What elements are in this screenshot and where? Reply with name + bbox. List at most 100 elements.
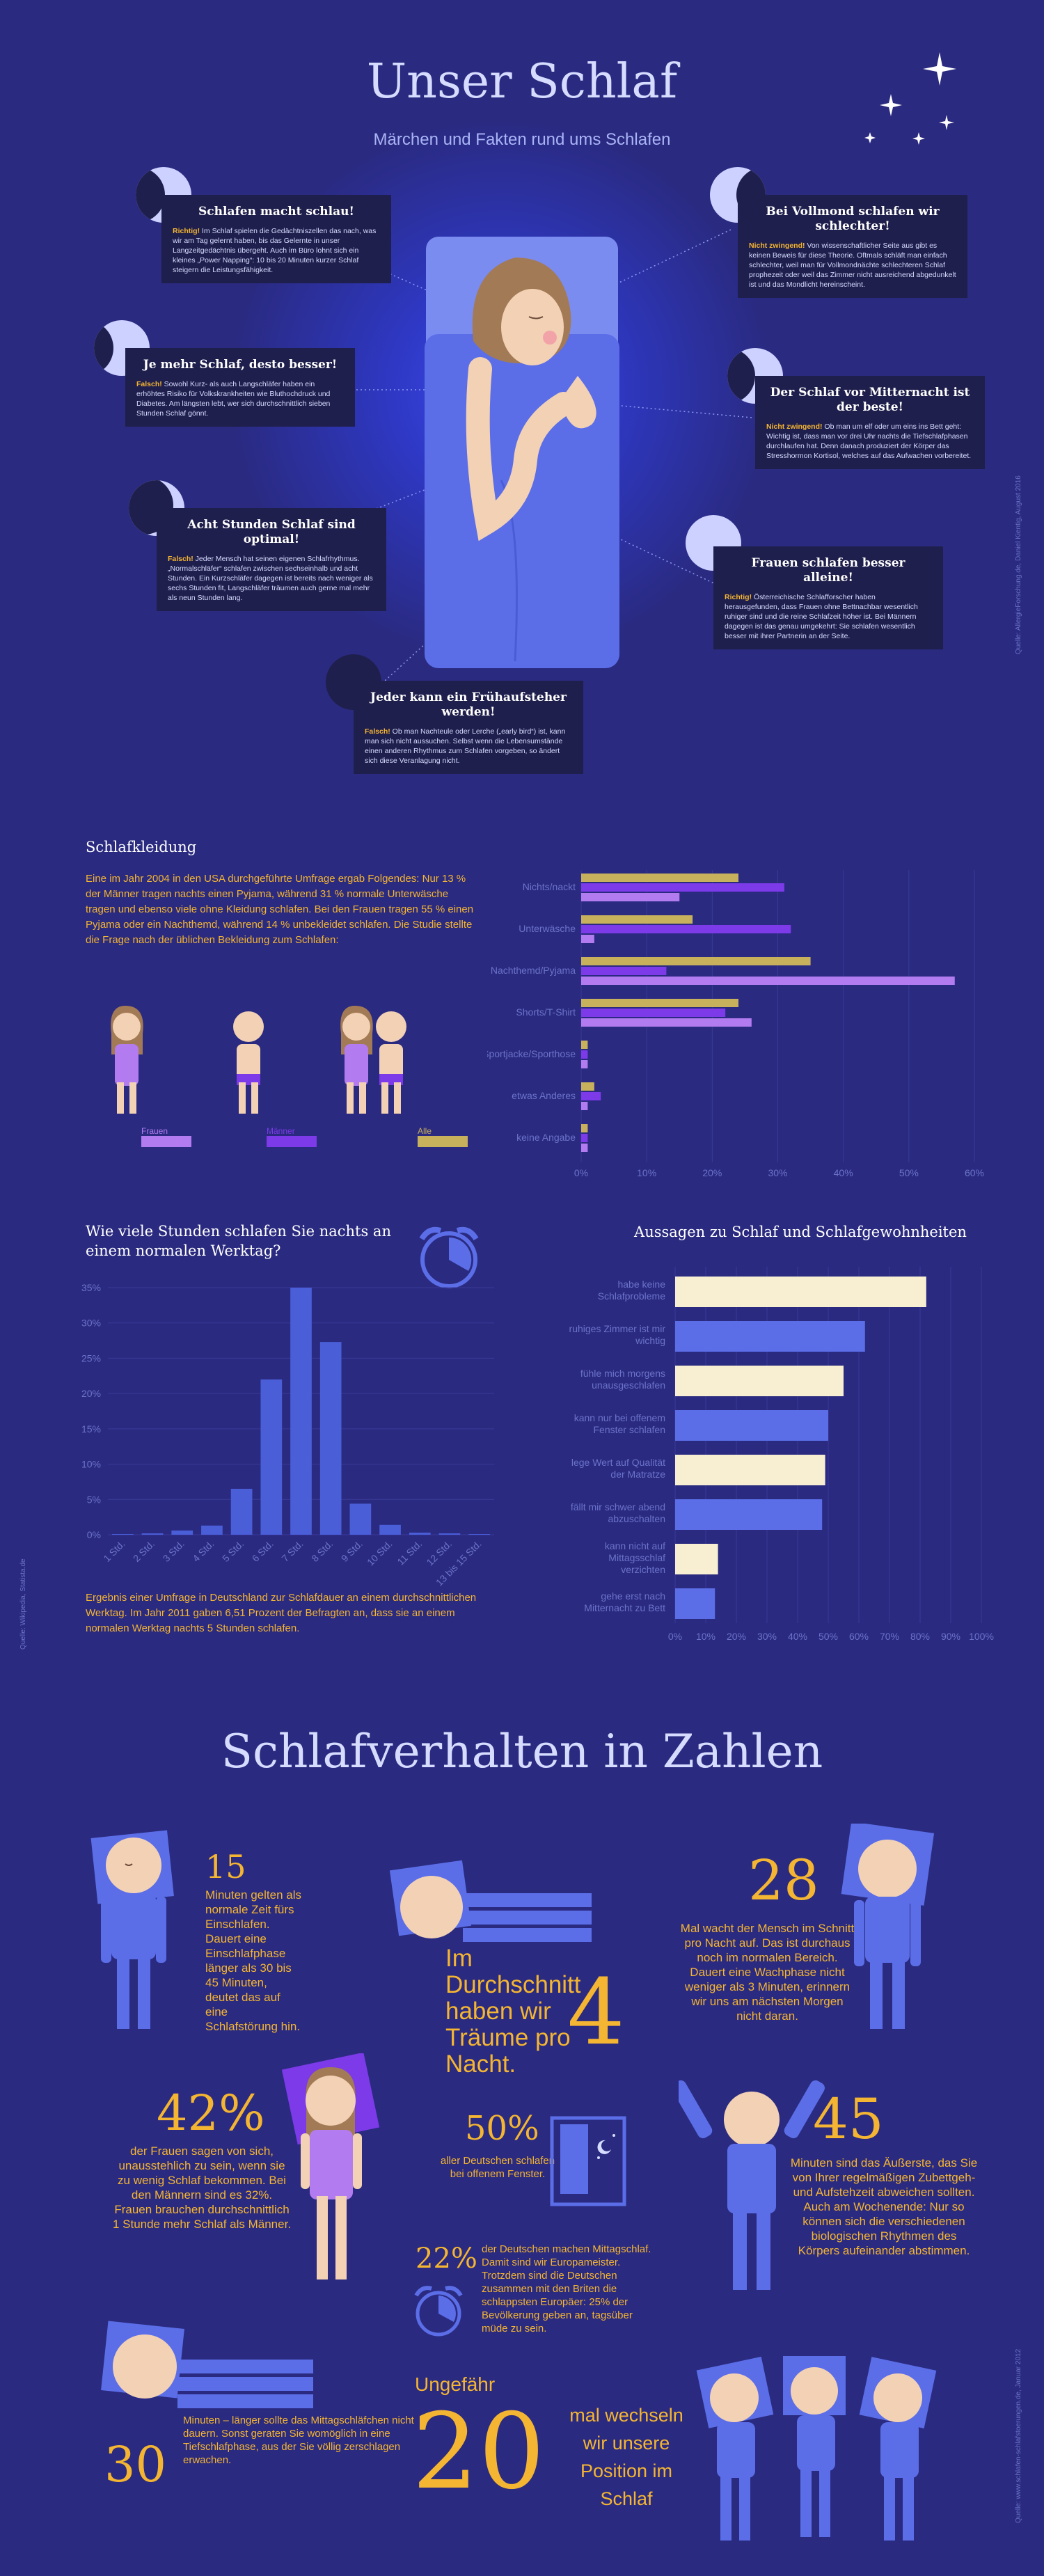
bar-alle [581,1082,594,1091]
y-tick-label: 0% [87,1529,101,1540]
x-tick-label: 8 Std. [309,1538,335,1564]
x-tick-label: 20% [702,1167,722,1178]
stat-28-number: 28 [748,1848,819,1913]
category-label: etwas Anderes [512,1090,576,1101]
category-label: kann nur bei offenem Fenster schlafen [574,1412,665,1435]
stat-45-number: 45 [813,2087,884,2151]
category-label: fällt mir schwer abend abzuschalten [571,1501,665,1524]
x-tick-label: 9 Std. [339,1538,365,1564]
x-tick-label: 7 Std. [279,1538,305,1564]
bar-männer [581,967,667,975]
category-label: kann nicht auf Mittagsschlaf verzichten [605,1540,665,1575]
stat-42-text: der Frauen sagen von sich, unausstehlich… [112,2144,292,2231]
bar-frauen [581,893,680,901]
bar [675,1366,844,1396]
stat-30-text: Minuten – länger sollte das Mittagschläf… [183,2415,414,2466]
kleidung-chart: 0% 10% 20% 30% 40% 50% 60% Nichts/nackt Unterwäs… [487,870,984,1178]
bar [349,1503,372,1535]
myth-box: Frauen schlafen besser alleine! Richtig! … [713,546,943,649]
x-tick-label: 80% [910,1631,930,1642]
page-title: Unser Schlaf [366,54,678,109]
y-tick-label: 10% [81,1459,101,1470]
bar-frauen [581,1102,588,1110]
x-tick-label: 50% [899,1167,919,1178]
x-tick-label: 1 Std. [101,1538,127,1564]
stat-42-number: 42% [157,2085,265,2142]
bar [675,1544,718,1574]
bar [675,1410,828,1441]
page-subtitle: Märchen und Fakten rund ums Schlafen [373,130,671,149]
category-label: ruhiges Zimmer ist mir wichtig [569,1323,666,1346]
y-tick-label: 5% [87,1494,101,1505]
source-note: Quelle: AllergieForschung.de, Daniel Kie… [1015,475,1022,654]
myth-box: Acht Stunden Schlaf sind optimal! Falsch!… [157,508,386,611]
x-tick-label: 60% [849,1631,869,1642]
x-tick-label: 6 Std. [250,1538,276,1564]
bar-frauen [581,977,955,985]
x-tick-label: 30% [757,1631,777,1642]
bar [260,1379,283,1535]
kleidung-text: Eine im Jahr 2004 in den USA durchgeführ… [86,873,474,946]
bar [141,1533,164,1535]
x-tick-label: 40% [834,1167,853,1178]
people-illustration [111,1006,406,1114]
aussagen-title: Aussagen zu Schlaf und Schlafgewohnheite… [634,1224,967,1240]
bar-männer [581,1134,588,1142]
x-tick-label: 10% [696,1631,715,1642]
hero-section: Unser Schlaf Märchen und Fakten rund ums… [0,0,1044,807]
x-tick-label: 4 Std. [190,1538,216,1564]
x-tick-label: 5 Std. [220,1538,246,1564]
x-tick-label: 2 Std. [131,1538,157,1564]
sleep-positions-illustration [696,2356,937,2541]
stat-20-pre: Ungefähr [415,2373,496,2395]
stat-50-number: 50% [465,2109,539,2148]
myth-box: Der Schlaf vor Mitternacht ist der beste… [755,376,985,469]
legend-item: Frauen [141,1126,191,1149]
lying-man-illustration [101,2321,313,2408]
stat-4-number: 4 [567,1959,625,2065]
bar-alle [581,1124,588,1132]
y-tick-label: 30% [81,1318,101,1329]
bar-alle [581,874,738,882]
stretching-man-illustration [679,2080,825,2290]
lying-man-illustration [389,1860,592,1942]
stat-22-number: 22% [416,2243,477,2275]
bar [438,1533,461,1535]
stat-50-text: aller Deutschen schlafen bei offenem Fen… [440,2155,555,2180]
x-tick-label: 20% [727,1631,746,1642]
category-label: Unterwäsche [519,923,576,934]
x-tick-label: 3 Std. [161,1538,187,1564]
stat-20-number: 20 [412,2392,545,2513]
bar [468,1533,490,1535]
stat-22-text: der Deutschen machen Mittagschlaf. Damit… [482,2243,651,2334]
stat-15-text: Minuten gelten als normale Zeit fürs Ein… [205,1888,301,2033]
stunden-chart: 0% 5% 10% 15% 20% 25% 30% 35% 1 Std. 2 Std. 3 Std.… [81,1282,494,1587]
standing-woman-illustration [281,2053,380,2279]
kleidung-title: Schlafkleidung [86,839,197,855]
zahlen-title: Schlafverhalten in Zahlen [221,1725,823,1778]
bar-männer [581,1050,588,1059]
bar [201,1525,223,1535]
window-icon [550,2116,626,2206]
bar [379,1524,401,1535]
bar-frauen [581,1018,752,1027]
bar-männer [581,925,791,933]
myth-box: Bei Vollmond schlafen wir schlechter! Nic… [738,195,967,298]
y-tick-label: 25% [81,1352,101,1364]
standing-man-illustration [841,1824,935,2029]
x-tick-label: 0% [668,1631,682,1642]
stat-30-number: 30 [104,2436,167,2493]
y-tick-label: 35% [81,1282,101,1293]
x-tick-label: 10% [637,1167,656,1178]
x-tick-label: 60% [965,1167,984,1178]
x-tick-label: 50% [818,1631,838,1642]
bar-alle [581,999,738,1007]
bar [171,1530,193,1535]
standing-man-illustration [90,1830,174,2029]
bar [230,1488,253,1535]
sleeping-woman-illustration [425,237,619,668]
alarm-clock-icon [419,1226,479,1288]
bar-alle [581,915,693,924]
x-tick-label: 12 Std. [424,1538,454,1568]
source-note: Quelle: www.schlafen-schlafstoerungen.de… [1015,2348,1022,2523]
